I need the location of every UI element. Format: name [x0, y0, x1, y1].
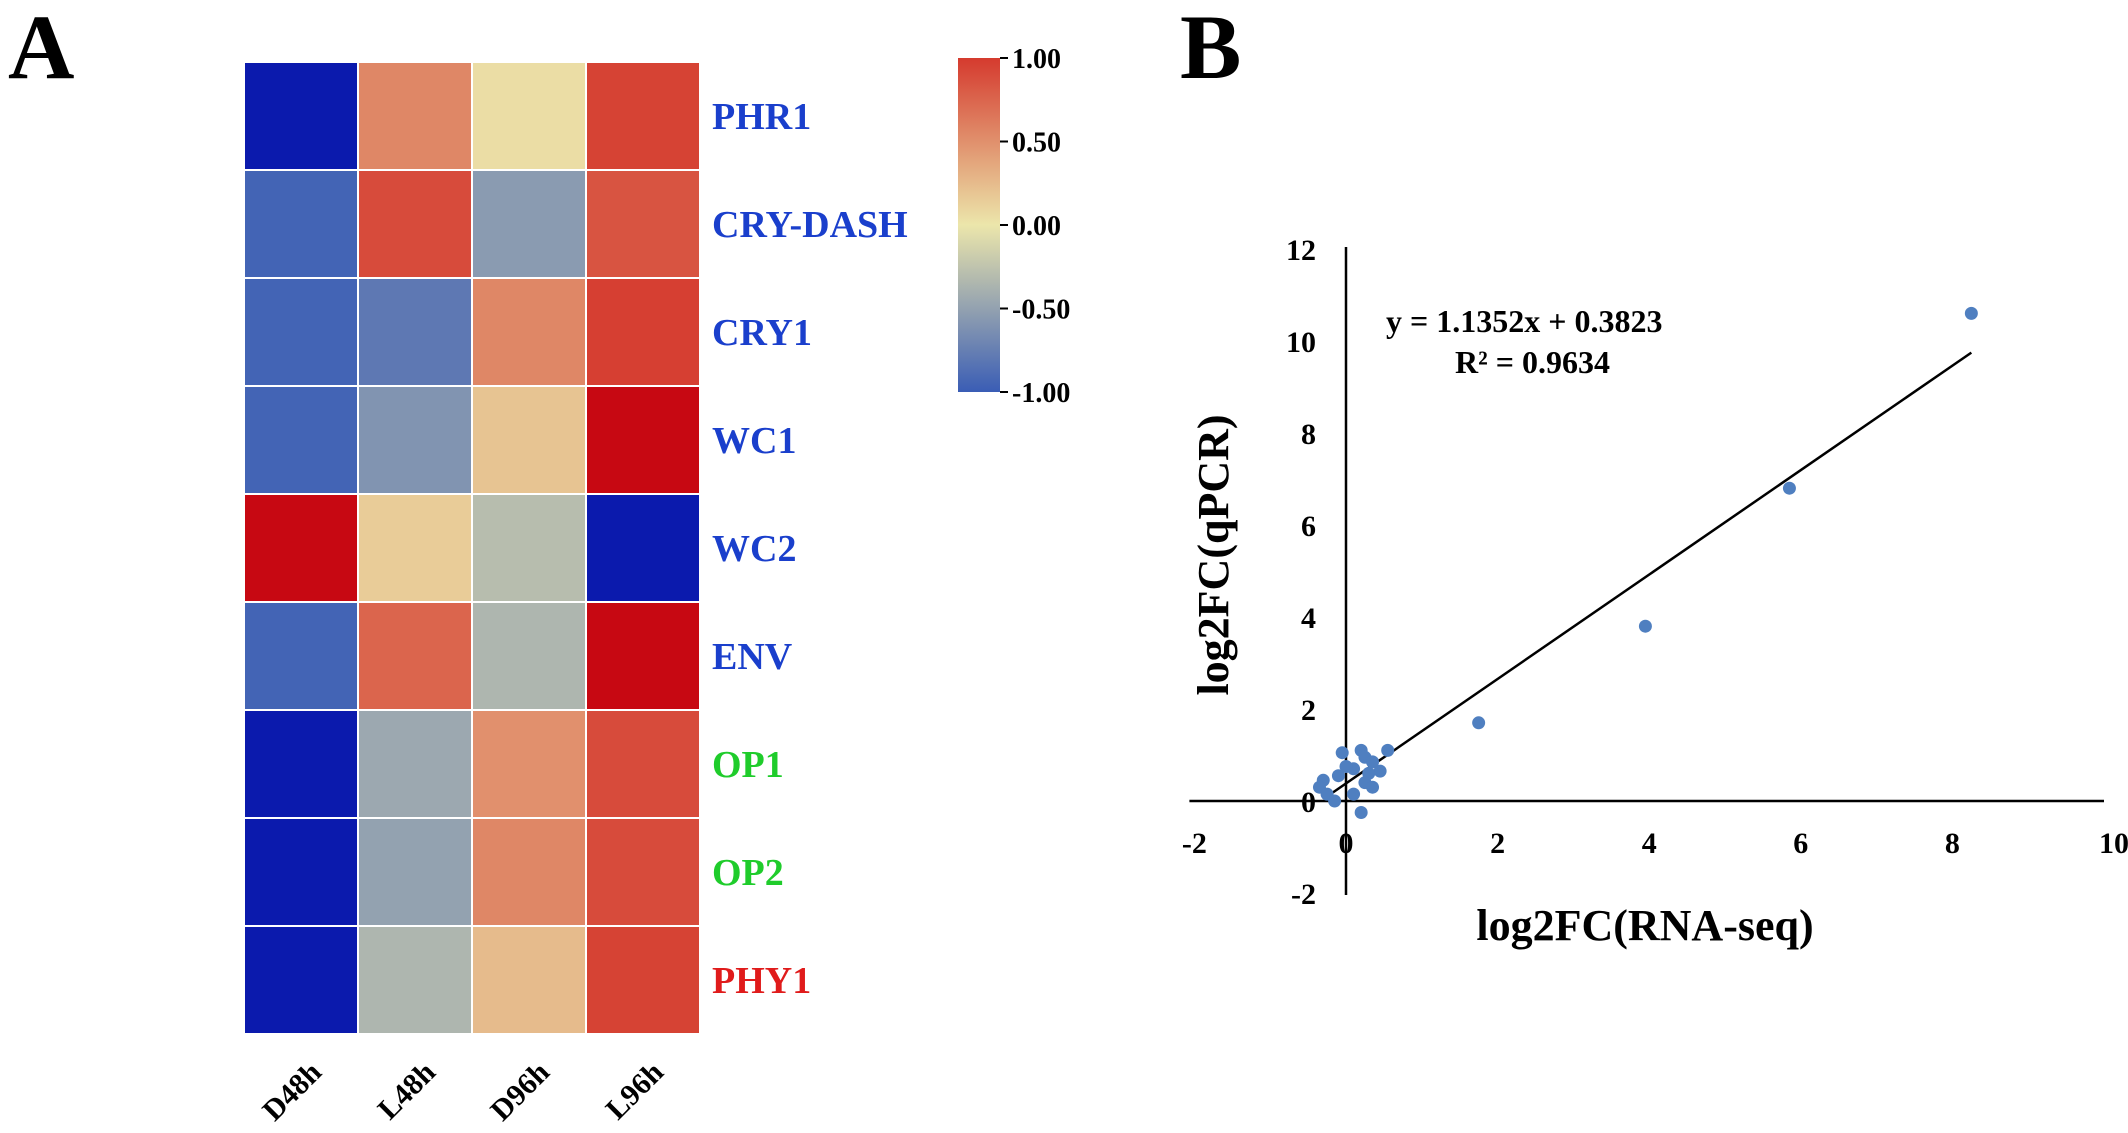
heatmap-row-label: CRY-DASH — [712, 204, 908, 246]
heatmap-cell — [243, 385, 359, 495]
scatter-point — [1328, 794, 1342, 808]
heatmap-row-label: OP1 — [712, 744, 784, 786]
y-tick-label: 6 — [1301, 510, 1316, 543]
scatter-point — [1472, 716, 1486, 730]
heatmap-cell — [357, 385, 473, 495]
x-tick-label: 10 — [2099, 827, 2128, 860]
colorbar-tick-label: -1.00 — [1012, 378, 1070, 409]
heatmap-cell — [585, 925, 701, 1035]
heatmap-column-label: D48h — [256, 1055, 328, 1127]
scatter-point — [1339, 760, 1353, 773]
scatter-point — [1347, 787, 1361, 801]
heatmap-cell — [357, 169, 473, 279]
heatmap-row-label: WC2 — [712, 528, 796, 570]
heatmap-cell — [471, 385, 587, 495]
panel-b-label: B — [1180, 0, 1241, 98]
colorbar-tick-label: 0.50 — [1012, 128, 1061, 159]
heatmap-column-labels: D48h L48h D96h L96h — [256, 1055, 670, 1127]
colorbar — [958, 58, 1000, 392]
colorbar-ticks: 1.00 0.50 0.00 -0.50 -1.00 — [1000, 44, 1070, 409]
colorbar-tick-label: 1.00 — [1012, 44, 1061, 75]
y-tick-label: 10 — [1286, 326, 1316, 359]
scatter-point — [1366, 780, 1380, 794]
y-tick-label: 0 — [1301, 786, 1316, 819]
heatmap-cell — [585, 709, 701, 819]
x-tick-label: 8 — [1945, 827, 1960, 860]
x-tick-label: 2 — [1490, 827, 1505, 860]
y-tick-label: -2 — [1291, 878, 1316, 911]
scatter-plot: -2 0 2 4 6 8 10 -2 0 2 4 6 8 10 12 — [1182, 234, 2128, 911]
heatmap — [243, 61, 701, 1035]
heatmap-column-label: L96h — [599, 1055, 670, 1126]
y-tick-label: 2 — [1301, 694, 1316, 727]
heatmap-cell — [243, 925, 359, 1035]
heatmap-cell — [585, 61, 701, 171]
heatmap-cell — [585, 601, 701, 711]
x-tick-label: 0 — [1339, 827, 1354, 860]
scatter-point — [1638, 619, 1652, 633]
heatmap-cell — [357, 925, 473, 1035]
heatmap-cell — [357, 493, 473, 603]
scatter-point — [1782, 481, 1796, 495]
heatmap-column-label: L48h — [371, 1055, 442, 1126]
y-tick-label: 4 — [1301, 602, 1316, 635]
scatter-point — [1331, 769, 1345, 783]
heatmap-cell — [243, 277, 359, 387]
heatmap-cell — [357, 817, 473, 927]
regression-equation: y = 1.1352x + 0.3823 — [1386, 303, 1662, 339]
heatmap-row-label: PHR1 — [712, 96, 811, 138]
heatmap-row-label: WC1 — [712, 420, 796, 462]
heatmap-cell — [471, 169, 587, 279]
heatmap-cell — [471, 601, 587, 711]
heatmap-cell — [471, 277, 587, 387]
heatmap-cell — [243, 709, 359, 819]
scatter-point — [1366, 755, 1380, 769]
x-tick-label: 6 — [1793, 827, 1808, 860]
heatmap-cell — [471, 925, 587, 1035]
heatmap-cell — [357, 709, 473, 819]
heatmap-cell — [243, 61, 359, 171]
trendline — [1330, 351, 1973, 795]
heatmap-cell — [357, 277, 473, 387]
heatmap-column-label: D96h — [484, 1055, 556, 1127]
y-tick-label: 12 — [1286, 234, 1316, 267]
x-axis-title: log2FC(RNA-seq) — [1476, 901, 1813, 950]
heatmap-cell — [585, 817, 701, 927]
scatter-point — [1335, 746, 1349, 760]
heatmap-row-labels: PHR1 CRY-DASH CRY1 WC1 WC2 ENV OP1 OP2 PHY1 — [712, 96, 908, 1002]
scatter-point — [1373, 764, 1387, 778]
heatmap-cell — [471, 709, 587, 819]
heatmap-row-label: PHY1 — [712, 960, 811, 1002]
scatter-point — [1964, 306, 1978, 320]
scatter-point — [1354, 806, 1368, 819]
heatmap-row-label: OP2 — [712, 852, 784, 894]
y-tick-label: 8 — [1301, 418, 1316, 451]
heatmap-cell — [243, 817, 359, 927]
y-axis-title: log2FC(qPCR) — [1189, 414, 1238, 695]
heatmap-cell — [471, 61, 587, 171]
colorbar-tick-label: -0.50 — [1012, 295, 1070, 326]
heatmap-cell — [585, 493, 701, 603]
heatmap-cell — [243, 493, 359, 603]
panel-a-label: A — [8, 0, 74, 98]
scatter-point — [1381, 743, 1395, 757]
heatmap-cell — [357, 61, 473, 171]
x-tick-label: -2 — [1182, 827, 1207, 860]
x-tick-label: 4 — [1642, 827, 1657, 860]
r-squared-label: R² = 0.9634 — [1455, 344, 1610, 380]
heatmap-cell — [471, 493, 587, 603]
heatmap-cell — [585, 277, 701, 387]
heatmap-cell — [585, 385, 701, 495]
heatmap-row-label: ENV — [712, 636, 793, 678]
colorbar-tick-label: 0.00 — [1012, 211, 1061, 242]
heatmap-cell — [585, 169, 701, 279]
heatmap-cell — [243, 601, 359, 711]
heatmap-cell — [243, 169, 359, 279]
heatmap-row-label: CRY1 — [712, 312, 812, 354]
heatmap-cell — [471, 817, 587, 927]
heatmap-cell — [357, 601, 473, 711]
